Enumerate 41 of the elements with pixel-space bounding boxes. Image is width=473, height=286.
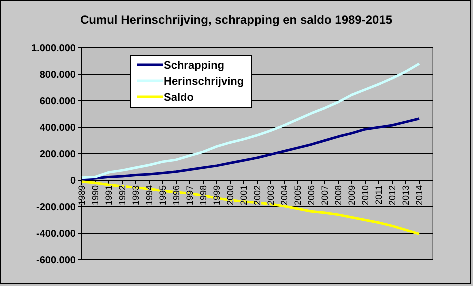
x-tick-label: 2001 — [239, 186, 249, 206]
legend-label: Saldo — [164, 92, 194, 104]
x-tick-label: 1997 — [185, 186, 195, 206]
x-tick-label: 2006 — [306, 186, 316, 206]
x-tick-label: 2010 — [360, 186, 370, 206]
line-series — [80, 118, 421, 182]
x-tick-label: 1998 — [198, 186, 208, 206]
y-tick-label: 0 — [70, 176, 76, 187]
x-tick-label: 1999 — [212, 186, 222, 206]
x-tick-label: 1995 — [158, 186, 168, 206]
y-tick-label: 200.000 — [40, 150, 76, 160]
x-tick-label: 1993 — [131, 186, 141, 206]
x-tick-label: 1991 — [104, 186, 114, 206]
y-tick-label: 600.000 — [40, 96, 76, 108]
y-tick-label: -600.000 — [36, 256, 76, 266]
y-tick-label: 800.000 — [40, 70, 76, 81]
x-tick-label: 2008 — [334, 186, 344, 206]
x-tick-label: 1994 — [144, 186, 154, 206]
x-tick-label: 2007 — [320, 186, 330, 206]
x-tick-label: 2003 — [266, 186, 276, 206]
x-tick-label: 1996 — [172, 186, 182, 206]
y-tick-label: -400.000 — [36, 229, 76, 240]
x-tick-label: 1990 — [90, 186, 100, 206]
x-tick-label: 2002 — [252, 186, 262, 206]
y-tick-label: -200.000 — [36, 202, 76, 214]
x-tick-label: 2009 — [347, 186, 357, 206]
line-series — [80, 180, 421, 236]
x-tick-label: 1992 — [118, 186, 128, 206]
line-series — [80, 62, 421, 180]
x-tick-label: 2014 — [414, 186, 424, 206]
legend-label: Schrapping — [164, 60, 225, 72]
x-tick-label: 2013 — [401, 186, 411, 206]
chart-title: Cumul Herinschrijving, schrapping en saldo 1989-2015 — [80, 13, 393, 27]
x-tick-label: 2000 — [226, 186, 236, 206]
x-tick-label: 2011 — [374, 186, 384, 205]
x-tick-label: 2004 — [280, 186, 290, 206]
legend-label: Herinschrijving — [164, 76, 244, 88]
y-tick-label: 1.000.000 — [32, 44, 76, 54]
y-tick-label: 400.000 — [40, 123, 76, 134]
x-tick-label: 2005 — [293, 186, 303, 206]
x-tick-label: 2012 — [388, 186, 398, 206]
